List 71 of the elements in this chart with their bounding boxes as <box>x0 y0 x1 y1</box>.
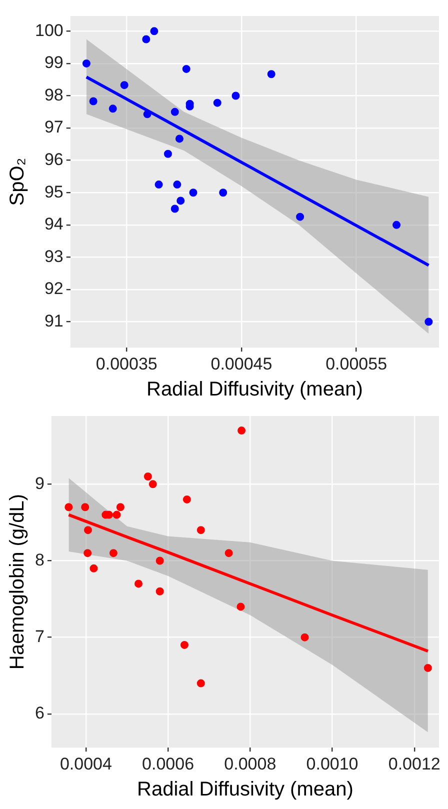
y-axis-title: Haemoglobin (g/dL) <box>6 494 29 670</box>
point <box>219 188 228 197</box>
y-axis-title: SpO₂ <box>6 158 29 206</box>
point <box>236 602 245 611</box>
point <box>173 180 182 189</box>
point <box>424 664 432 672</box>
point <box>300 633 309 642</box>
point <box>112 510 121 519</box>
y-tick-label: 97 <box>44 118 64 137</box>
point <box>156 556 164 565</box>
y-tick-label: 92 <box>44 279 64 298</box>
point <box>196 526 205 534</box>
x-tick-label: 0.0006 <box>142 754 194 774</box>
point <box>143 110 152 118</box>
point <box>267 70 276 78</box>
point <box>108 104 117 113</box>
point <box>116 503 124 512</box>
y-tick-label: 95 <box>44 182 64 202</box>
point <box>156 587 164 596</box>
point <box>224 549 233 558</box>
point <box>170 204 179 213</box>
y-tick-label: 8 <box>34 550 44 570</box>
point <box>142 35 150 44</box>
point <box>84 526 92 534</box>
y-tick-label: 7 <box>34 627 44 646</box>
x-tick-label: 0.00035 <box>96 354 158 374</box>
point <box>90 564 98 572</box>
point <box>180 640 188 649</box>
x-tick-label: 0.0008 <box>224 754 276 774</box>
point <box>134 580 142 588</box>
x-tick-label: 0.0004 <box>60 754 112 774</box>
y-tick-label: 96 <box>44 150 64 170</box>
point <box>164 150 172 158</box>
y-tick-label: 98 <box>44 85 64 104</box>
point <box>232 92 240 100</box>
y-tick-label: 9 <box>34 474 44 493</box>
point <box>144 472 152 480</box>
point <box>424 318 433 326</box>
point <box>82 59 90 68</box>
point <box>238 426 246 435</box>
point <box>176 196 185 205</box>
x-tick-label: 0.00045 <box>210 354 272 374</box>
y-tick-label: 91 <box>44 311 64 330</box>
x-axis-title: Radial Diffusivity (mean) <box>137 778 354 801</box>
point <box>120 81 128 90</box>
point <box>170 108 179 116</box>
point <box>89 97 98 106</box>
point <box>154 180 163 189</box>
point <box>392 220 401 229</box>
point <box>296 212 304 221</box>
point <box>182 64 190 73</box>
point <box>182 495 191 504</box>
point <box>109 549 118 558</box>
point <box>84 549 92 558</box>
point <box>175 134 184 143</box>
point <box>189 188 198 197</box>
point <box>64 503 73 512</box>
y-tick-label: 93 <box>44 246 64 266</box>
point <box>148 480 157 488</box>
y-tick-label: 99 <box>44 53 64 72</box>
y-tick-label: 100 <box>34 20 64 40</box>
x-axis-title: Radial Diffusivity (mean) <box>146 378 363 401</box>
x-tick-label: 0.0012 <box>388 754 440 774</box>
y-tick-label: 6 <box>34 704 44 723</box>
x-tick-label: 0.00055 <box>326 354 388 374</box>
y-tick-label: 94 <box>44 214 64 234</box>
point <box>213 98 222 107</box>
point <box>150 27 158 36</box>
x-tick-label: 0.0010 <box>306 754 358 774</box>
point <box>196 679 205 688</box>
point <box>81 503 90 512</box>
